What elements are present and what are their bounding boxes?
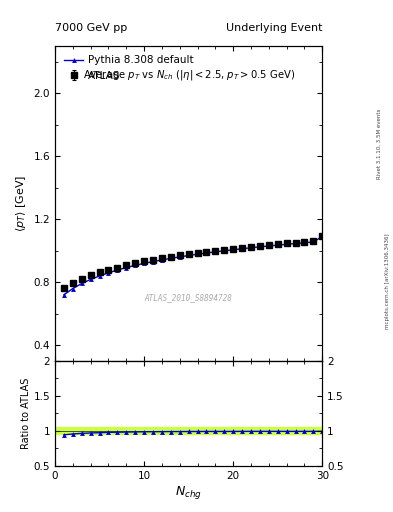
Text: 7000 GeV pp: 7000 GeV pp: [55, 23, 127, 33]
Pythia 8.308 default: [302, 240, 307, 246]
Pythia 8.308 default: [266, 243, 271, 249]
Text: Rivet 3.1.10, 3.5M events: Rivet 3.1.10, 3.5M events: [377, 108, 382, 179]
Pythia 8.308 default: [284, 241, 289, 247]
Pythia 8.308 default: [62, 292, 66, 298]
Pythia 8.308 default: [177, 254, 182, 260]
Pythia 8.308 default: [151, 259, 155, 265]
Pythia 8.308 default: [70, 286, 75, 292]
Pythia 8.308 default: [222, 248, 227, 254]
Pythia 8.308 default: [231, 247, 235, 253]
Pythia 8.308 default: [133, 262, 138, 268]
Pythia 8.308 default: [160, 257, 164, 263]
Pythia 8.308 default: [249, 245, 253, 251]
Legend: Pythia 8.308 default, ATLAS: Pythia 8.308 default, ATLAS: [60, 51, 198, 85]
Text: Average $p_T$ vs $N_{ch}$ ($|\eta| < 2.5$, $p_T > 0.5$ GeV): Average $p_T$ vs $N_{ch}$ ($|\eta| < 2.5…: [83, 68, 295, 82]
Pythia 8.308 default: [124, 265, 129, 271]
Pythia 8.308 default: [97, 273, 102, 279]
Pythia 8.308 default: [79, 281, 84, 287]
Pythia 8.308 default: [275, 242, 280, 248]
Line: Pythia 8.308 default: Pythia 8.308 default: [61, 234, 325, 297]
Pythia 8.308 default: [142, 260, 147, 266]
Text: mcplots.cern.ch [arXiv:1306.3436]: mcplots.cern.ch [arXiv:1306.3436]: [385, 234, 389, 329]
X-axis label: $N_{chg}$: $N_{chg}$: [175, 483, 202, 501]
Text: ATLAS_2010_S8894728: ATLAS_2010_S8894728: [145, 293, 233, 303]
Pythia 8.308 default: [320, 233, 325, 240]
Pythia 8.308 default: [106, 270, 111, 276]
Pythia 8.308 default: [186, 252, 191, 259]
Pythia 8.308 default: [293, 241, 298, 247]
Pythia 8.308 default: [88, 276, 93, 283]
Text: Underlying Event: Underlying Event: [226, 23, 322, 33]
Pythia 8.308 default: [169, 255, 173, 262]
Pythia 8.308 default: [240, 246, 244, 252]
Pythia 8.308 default: [204, 250, 209, 256]
Pythia 8.308 default: [115, 267, 120, 273]
Pythia 8.308 default: [195, 251, 200, 258]
Y-axis label: $\langle p_T \rangle$ [GeV]: $\langle p_T \rangle$ [GeV]: [14, 175, 28, 232]
Pythia 8.308 default: [257, 244, 262, 250]
Bar: [55, 428, 322, 434]
Y-axis label: Ratio to ATLAS: Ratio to ATLAS: [21, 378, 31, 449]
Pythia 8.308 default: [213, 249, 218, 255]
Pythia 8.308 default: [311, 239, 316, 245]
